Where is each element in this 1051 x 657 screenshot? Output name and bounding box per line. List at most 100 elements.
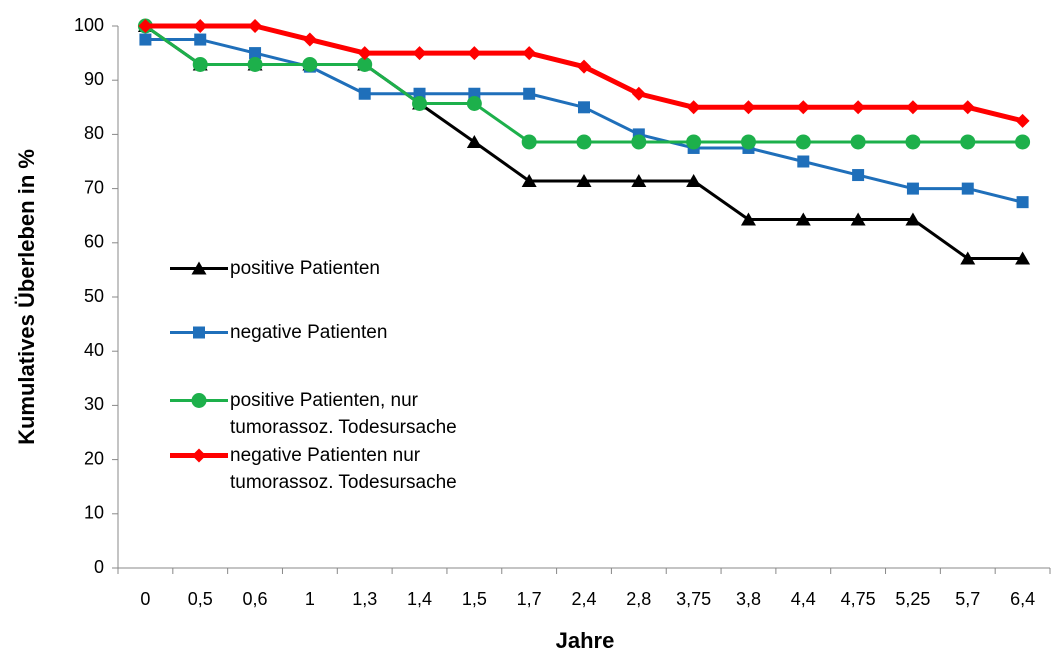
y-tick-label: 70 bbox=[84, 177, 104, 197]
marker bbox=[631, 86, 646, 101]
x-tick-label: 2,8 bbox=[626, 589, 651, 609]
legend-swatch bbox=[170, 326, 228, 339]
marker bbox=[850, 134, 866, 150]
marker bbox=[850, 212, 866, 226]
marker bbox=[795, 212, 811, 226]
legend-item: positive Patienten bbox=[170, 255, 500, 282]
marker bbox=[631, 174, 647, 188]
x-tick-label: 5,25 bbox=[895, 589, 930, 609]
y-tick-label: 80 bbox=[84, 123, 104, 143]
marker bbox=[741, 100, 756, 115]
marker bbox=[906, 182, 919, 195]
marker bbox=[740, 134, 756, 150]
marker bbox=[578, 101, 590, 114]
marker bbox=[138, 19, 153, 33]
marker bbox=[740, 212, 756, 226]
marker bbox=[1015, 113, 1030, 128]
y-tick-label: 60 bbox=[84, 232, 104, 252]
y-tick-label: 50 bbox=[84, 286, 104, 306]
marker bbox=[192, 448, 206, 463]
marker bbox=[905, 100, 920, 115]
marker bbox=[576, 134, 592, 150]
marker bbox=[139, 33, 152, 46]
marker bbox=[302, 32, 317, 47]
marker bbox=[249, 47, 262, 60]
y-tick-label: 90 bbox=[84, 69, 104, 89]
marker bbox=[523, 87, 536, 100]
x-tick-label: 3,8 bbox=[736, 589, 761, 609]
x-tick-label: 6,4 bbox=[1010, 589, 1035, 609]
y-tick-label: 100 bbox=[74, 15, 104, 35]
marker bbox=[795, 134, 811, 150]
y-tick-label: 30 bbox=[84, 394, 104, 414]
marker bbox=[357, 46, 372, 61]
marker bbox=[686, 134, 702, 150]
legend-swatch bbox=[170, 393, 228, 408]
x-tick-label: 4,75 bbox=[841, 589, 876, 609]
marker bbox=[960, 100, 975, 115]
marker bbox=[576, 174, 592, 188]
x-tick-label: 0,5 bbox=[188, 589, 213, 609]
legend-item: negative Patienten bbox=[170, 319, 500, 346]
marker bbox=[852, 169, 865, 182]
x-tick-label: 0 bbox=[140, 589, 150, 609]
marker bbox=[796, 100, 811, 115]
marker bbox=[357, 56, 373, 72]
marker bbox=[412, 46, 427, 61]
x-tick-label: 1 bbox=[305, 589, 315, 609]
y-tick-label: 20 bbox=[84, 448, 104, 468]
x-tick-label: 3,75 bbox=[676, 589, 711, 609]
legend-item: positive Patienten, nur tumorassoz. Tode… bbox=[170, 387, 500, 441]
x-tick-label: 1,5 bbox=[462, 589, 487, 609]
y-tick-label: 10 bbox=[84, 503, 104, 523]
marker bbox=[191, 261, 207, 275]
marker bbox=[467, 46, 482, 61]
legend-label: positive Patienten, nur tumorassoz. Tode… bbox=[230, 390, 457, 438]
marker bbox=[851, 100, 866, 115]
marker bbox=[466, 134, 482, 148]
legend-swatch bbox=[170, 448, 228, 463]
marker bbox=[905, 212, 921, 226]
legend-label: negative Patienten nur tumorassoz. Todes… bbox=[230, 445, 457, 493]
marker bbox=[1015, 134, 1031, 150]
marker bbox=[577, 59, 591, 74]
legend-label: negative Patienten bbox=[230, 322, 388, 343]
marker bbox=[247, 56, 263, 72]
marker bbox=[686, 174, 702, 188]
marker bbox=[193, 19, 208, 33]
marker bbox=[1016, 196, 1029, 209]
marker bbox=[1015, 251, 1031, 265]
marker bbox=[522, 46, 537, 61]
marker bbox=[960, 251, 976, 265]
marker bbox=[686, 100, 701, 115]
x-tick-label: 2,4 bbox=[571, 589, 596, 609]
marker bbox=[961, 182, 974, 195]
marker bbox=[631, 134, 647, 150]
y-tick-label: 0 bbox=[94, 557, 104, 577]
marker bbox=[191, 393, 207, 408]
marker bbox=[905, 134, 921, 150]
marker bbox=[960, 134, 976, 150]
legend-label: positive Patienten bbox=[230, 258, 380, 279]
x-tick-label: 1,7 bbox=[517, 589, 542, 609]
series-line bbox=[144, 24, 1023, 144]
x-tick-label: 4,4 bbox=[791, 589, 816, 609]
marker bbox=[194, 33, 207, 46]
x-axis-label: Jahre bbox=[556, 628, 615, 653]
marker bbox=[466, 96, 482, 112]
marker bbox=[521, 174, 537, 188]
y-axis-label: Kumulatives Überleben in % bbox=[14, 149, 39, 445]
marker bbox=[192, 56, 208, 72]
x-tick-label: 5,7 bbox=[955, 589, 980, 609]
legend-item: negative Patienten nur tumorassoz. Todes… bbox=[170, 442, 500, 496]
marker bbox=[193, 326, 205, 339]
marker bbox=[358, 87, 371, 100]
marker bbox=[797, 155, 810, 168]
marker bbox=[302, 56, 318, 72]
legend-swatch bbox=[170, 261, 228, 275]
marker bbox=[248, 19, 263, 33]
marker bbox=[412, 96, 428, 112]
x-tick-label: 1,3 bbox=[352, 589, 377, 609]
